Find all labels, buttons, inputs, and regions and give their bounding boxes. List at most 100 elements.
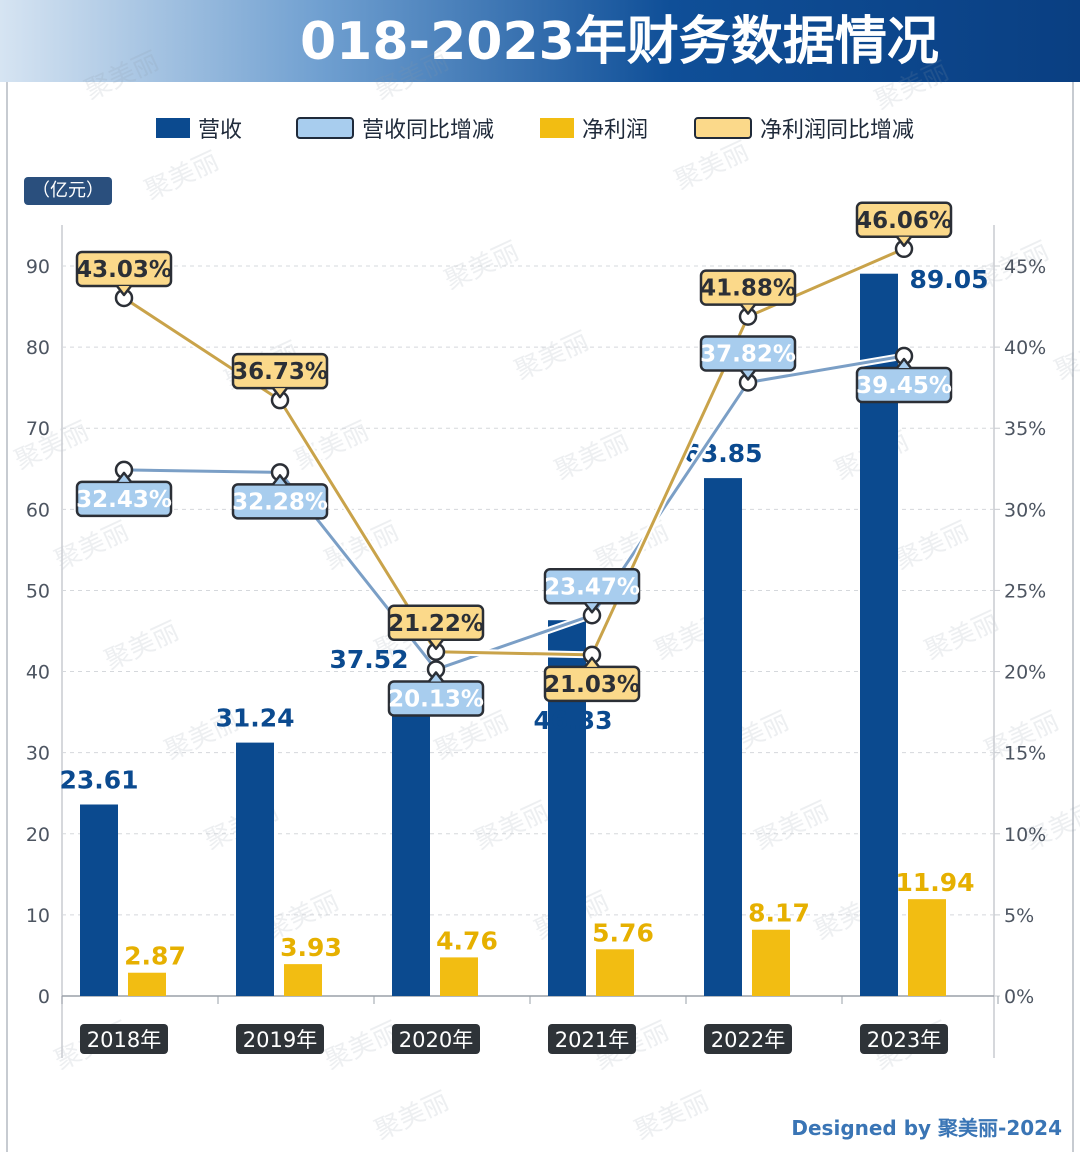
callout-profit-yoy-text: 21.03% (544, 672, 640, 698)
y-tick-label-left: 0 (38, 986, 50, 1008)
bar-revenue (392, 691, 430, 996)
callout-revenue-yoy-tip (740, 369, 756, 381)
watermark-text: 聚美丽 (290, 416, 373, 476)
watermark-text: 聚美丽 (550, 426, 633, 486)
title-banner (0, 0, 1080, 82)
legend-label-revenue: 营收 (198, 118, 243, 143)
data-label-revenue: 37.52 (329, 645, 408, 674)
callout-profit-yoy-tip (896, 236, 912, 248)
watermark-text: 聚美丽 (890, 516, 973, 576)
x-category-label: 2020年 (399, 1028, 473, 1052)
y-tick-label-left: 20 (26, 824, 50, 846)
legend-item-revenue-yoy: 营收同比增减 (296, 110, 494, 146)
watermark-text: 聚美丽 (750, 796, 833, 856)
data-label-net-profit: 3.93 (280, 933, 342, 962)
legend-swatch-net-profit (540, 118, 574, 138)
y-tick-label-right: 35% (1004, 418, 1046, 440)
x-category-tag (548, 1024, 636, 1054)
watermark-text: 聚美丽 (370, 46, 453, 106)
bar-net-profit (752, 929, 790, 996)
callout-revenue-yoy-tip (896, 357, 912, 369)
legend-item-revenue: 营收 (156, 110, 242, 146)
bar-net-profit (128, 972, 166, 996)
line-profit-yoy-halo (122, 245, 906, 659)
x-category-tag (80, 1024, 168, 1054)
data-label-revenue: 46.33 (533, 706, 612, 735)
y-tick-label-left: 50 (26, 580, 50, 602)
legend-item-profit-yoy: 净利润同比增减 (694, 110, 914, 146)
line-revenue-yoy (123, 354, 905, 672)
callout-profit-yoy-tip (740, 303, 756, 315)
callout-revenue-yoy-tip (584, 602, 600, 614)
watermark-text: 聚美丽 (140, 146, 223, 206)
y-tick-label-right: 20% (1004, 662, 1046, 684)
y-tick-label-right: 30% (1004, 499, 1046, 521)
x-category-label: 2022年 (711, 1028, 785, 1052)
watermark-text: 聚美丽 (50, 516, 133, 576)
watermark-text: 聚美丽 (510, 326, 593, 386)
y-tick-label-left: 40 (26, 662, 50, 684)
callout-revenue-yoy-text: 37.82% (700, 341, 796, 367)
data-label-revenue: 89.05 (909, 265, 988, 294)
watermark-text: 聚美丽 (370, 1086, 453, 1146)
watermark-text: 聚美丽 (920, 606, 1003, 666)
data-label-revenue: 31.24 (215, 704, 294, 733)
callout-revenue-yoy-text: 32.28% (232, 489, 328, 515)
legend: 营收 营收同比增减 净利润 净利润同比增减 (0, 110, 1080, 146)
y-tick-label-right: 0% (1004, 986, 1034, 1008)
callout-profit-yoy-text: 21.22% (388, 611, 484, 637)
y-tick-label-right: 10% (1004, 824, 1046, 846)
y-tick-label-left: 70 (26, 418, 50, 440)
bar-net-profit (596, 949, 634, 996)
callout-revenue-yoy-tip (116, 471, 132, 483)
watermark-text: 聚美丽 (870, 56, 953, 116)
data-label-net-profit: 4.76 (436, 926, 498, 955)
y-tick-label-left: 10 (26, 905, 50, 927)
y-tick-label-left: 60 (26, 499, 50, 521)
bar-net-profit (440, 957, 478, 996)
callout-profit-yoy-text: 43.03% (76, 257, 172, 283)
callout-profit-yoy-tip (428, 638, 444, 651)
callout-revenue-yoy-tip (272, 474, 288, 486)
line-profit-yoy (123, 247, 905, 657)
callout-revenue-yoy-text: 32.43% (76, 487, 172, 513)
callout-profit-yoy-tip (272, 387, 288, 399)
data-label-net-profit: 2.87 (124, 942, 186, 971)
y-tick-label-left: 30 (26, 743, 50, 765)
x-category-label: 2018年 (87, 1028, 161, 1052)
x-category-tag (704, 1024, 792, 1054)
x-category-label: 2021年 (555, 1028, 629, 1052)
legend-swatch-revenue (156, 118, 190, 138)
legend-item-net-profit: 净利润 (540, 110, 648, 146)
watermark-text: 聚美丽 (470, 796, 553, 856)
y-tick-label-left: 90 (26, 256, 50, 278)
watermark-text: 聚美丽 (10, 416, 93, 476)
watermark-text: 聚美丽 (80, 46, 163, 106)
callout-revenue-yoy-text: 39.45% (856, 373, 952, 399)
y-tick-label-right: 25% (1004, 580, 1046, 602)
y-tick-label-right: 5% (1004, 905, 1034, 927)
legend-label-profit-yoy: 净利润同比增减 (760, 118, 915, 143)
y-axis-unit-label: （亿元） (24, 177, 112, 205)
legend-swatch-revenue-yoy (296, 117, 354, 139)
watermark-text: 聚美丽 (320, 516, 403, 576)
bar-revenue (80, 804, 118, 996)
page-title: 018-2023年财务数据情况 (300, 12, 939, 72)
callout-profit-yoy-tip (584, 656, 600, 668)
callout-profit-yoy-tip (116, 285, 132, 297)
data-label-net-profit: 8.17 (748, 899, 810, 928)
legend-label-net-profit: 净利润 (582, 118, 649, 143)
y-tick-label-right: 45% (1004, 256, 1046, 278)
watermark-text: 聚美丽 (100, 616, 183, 676)
watermark-text: 聚美丽 (670, 136, 753, 196)
watermark-text: 聚美丽 (1050, 326, 1080, 386)
x-category-tag (392, 1024, 480, 1054)
bar-revenue (236, 742, 274, 996)
y-tick-label-left: 80 (26, 337, 50, 359)
designer-credit: Designed by 聚美丽-2024 (791, 1116, 1062, 1140)
data-label-net-profit: 5.76 (592, 918, 654, 947)
data-label-revenue: 23.61 (59, 765, 138, 794)
callout-profit-yoy-text: 41.88% (700, 276, 796, 302)
callout-profit-yoy-text: 46.06% (856, 208, 952, 234)
